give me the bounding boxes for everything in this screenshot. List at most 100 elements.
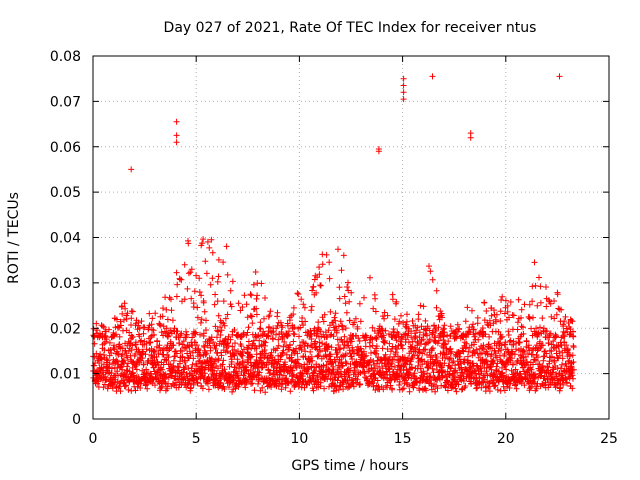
data-point xyxy=(114,365,121,371)
data-point xyxy=(400,319,407,326)
data-point xyxy=(203,327,209,333)
data-point xyxy=(513,385,520,392)
data-point xyxy=(215,355,222,362)
data-point xyxy=(475,336,482,343)
data-point xyxy=(553,311,560,318)
data-point xyxy=(209,275,216,282)
data-point xyxy=(499,293,506,300)
data-point xyxy=(265,313,272,320)
data-point xyxy=(258,355,265,362)
data-point xyxy=(330,333,337,340)
data-point xyxy=(173,139,180,146)
data-point xyxy=(168,307,175,314)
data-point xyxy=(560,323,567,330)
data-point xyxy=(526,301,533,308)
data-point xyxy=(326,259,333,266)
data-point xyxy=(528,366,535,373)
data-point xyxy=(109,385,116,392)
data-point xyxy=(503,366,510,373)
data-point xyxy=(424,370,431,377)
data-point xyxy=(174,328,181,335)
data-point xyxy=(299,370,306,377)
data-point xyxy=(202,258,209,265)
data-point xyxy=(137,385,144,391)
data-point xyxy=(346,317,353,324)
data-point xyxy=(400,89,407,96)
data-point xyxy=(132,351,139,357)
data-point xyxy=(427,268,434,275)
data-point xyxy=(422,317,429,324)
data-point xyxy=(531,259,538,266)
data-point xyxy=(147,334,154,340)
data-point xyxy=(221,386,228,392)
grid-lines xyxy=(93,56,609,419)
data-point xyxy=(368,350,374,356)
data-point xyxy=(209,249,216,256)
data-point xyxy=(335,386,342,393)
data-point xyxy=(236,360,243,367)
data-point xyxy=(145,325,152,331)
data-point xyxy=(454,333,460,340)
data-point xyxy=(350,383,357,390)
data-point xyxy=(218,327,225,334)
data-point xyxy=(497,308,504,315)
data-point xyxy=(399,345,406,352)
data-point xyxy=(438,364,445,371)
data-point xyxy=(478,350,485,356)
data-point xyxy=(569,385,576,392)
data-point xyxy=(294,350,301,357)
data-point xyxy=(173,350,180,357)
data-point xyxy=(379,369,386,376)
x-axis-label: GPS time / hours xyxy=(291,458,408,474)
data-point xyxy=(327,332,334,339)
data-point xyxy=(493,311,500,318)
data-point xyxy=(203,270,210,277)
data-point xyxy=(220,259,227,266)
data-point xyxy=(181,374,188,381)
data-point xyxy=(175,364,182,371)
data-point xyxy=(443,373,450,380)
data-point xyxy=(118,322,124,329)
data-point xyxy=(289,372,296,379)
data-point xyxy=(141,324,148,331)
data-point xyxy=(182,359,188,365)
data-point xyxy=(247,312,254,319)
data-point xyxy=(184,381,191,388)
data-point xyxy=(121,316,127,323)
data-point xyxy=(501,387,508,394)
data-point xyxy=(515,296,522,303)
data-point xyxy=(325,343,332,349)
data-point xyxy=(157,322,164,329)
data-point xyxy=(240,372,247,379)
data-point xyxy=(270,328,277,335)
data-point xyxy=(324,333,331,340)
data-point xyxy=(439,314,445,321)
data-point xyxy=(414,339,421,346)
data-point xyxy=(111,342,117,349)
data-point xyxy=(554,365,561,371)
data-point xyxy=(215,273,222,280)
data-point xyxy=(381,315,388,322)
data-point xyxy=(369,324,376,331)
data-point xyxy=(428,386,435,393)
data-point xyxy=(108,365,115,372)
data-point xyxy=(492,382,499,389)
data-point xyxy=(372,295,379,302)
data-point xyxy=(96,360,103,366)
data-point xyxy=(543,350,550,357)
data-point xyxy=(203,317,209,324)
data-point xyxy=(324,376,331,383)
data-point xyxy=(220,357,227,364)
y-tick-label: 0.07 xyxy=(50,94,81,110)
y-tick-label: 0.01 xyxy=(50,367,81,383)
data-point xyxy=(382,327,389,334)
data-point xyxy=(396,318,403,325)
data-point xyxy=(98,364,105,371)
data-point xyxy=(215,256,222,263)
data-point xyxy=(381,309,388,316)
data-point xyxy=(185,270,192,277)
data-point xyxy=(351,367,358,374)
data-point xyxy=(537,283,544,290)
data-point xyxy=(380,332,387,339)
data-point xyxy=(102,338,109,345)
